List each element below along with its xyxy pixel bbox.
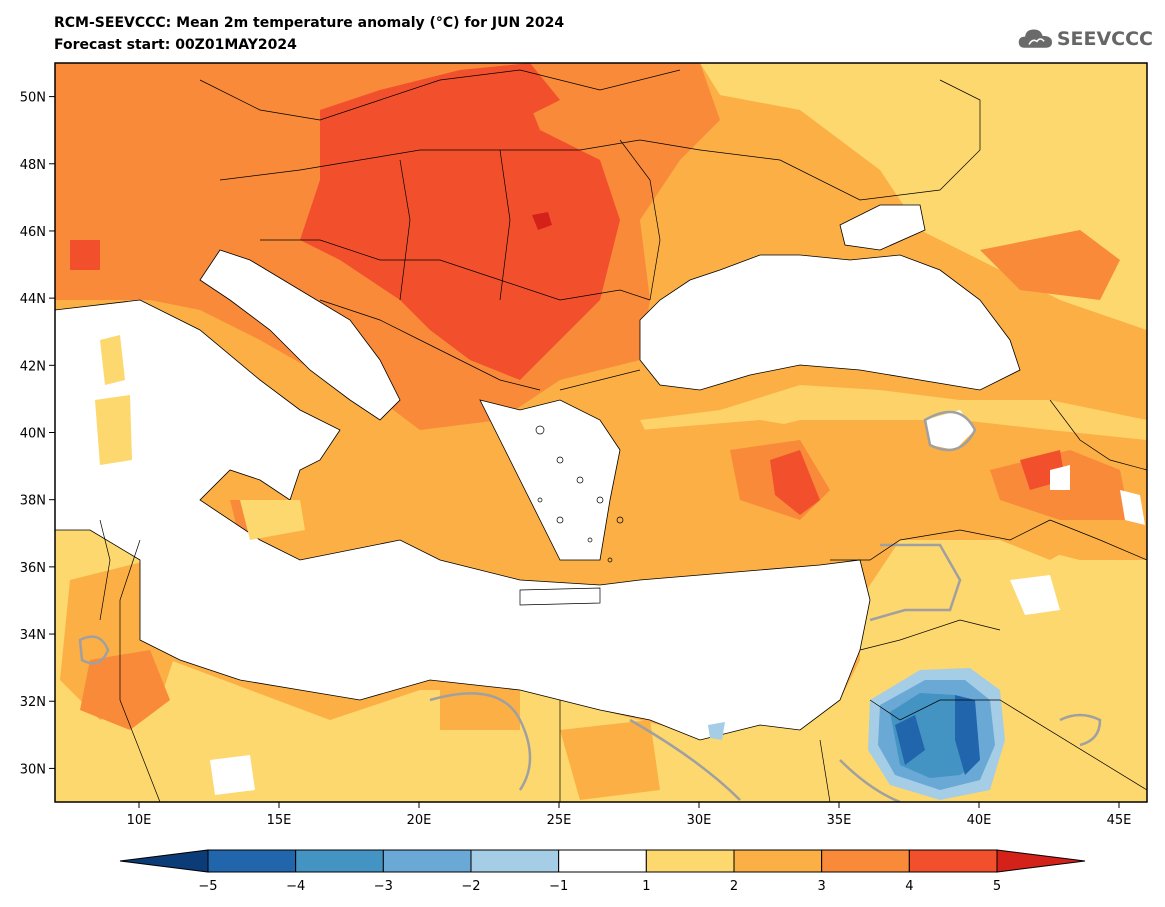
- lat-tick-label: 42N: [20, 359, 46, 374]
- colorbar-box: [470, 849, 560, 873]
- colorbar-box: [295, 849, 384, 873]
- colorbar-label: −2: [461, 879, 480, 894]
- lat-tick-label: 38N: [20, 494, 46, 509]
- lat-tick-label: 44N: [20, 292, 46, 307]
- sea-mask: [55, 204, 1021, 741]
- islands: [95, 335, 305, 540]
- anomaly-level-4-5: [70, 63, 1065, 515]
- colorbar-label: 4: [905, 879, 913, 894]
- lat-tick-label: 46N: [20, 225, 46, 240]
- lon-tick-label: 15E: [267, 813, 292, 828]
- colorbar-box: [382, 849, 472, 873]
- map-title: RCM-SEEVCCC: Mean 2m temperature anomaly…: [54, 15, 565, 31]
- colorbar-label: 2: [730, 879, 738, 894]
- lat-tick-label: 48N: [20, 158, 46, 173]
- lon-tick-label: 25E: [547, 813, 572, 828]
- cloud-icon: [1018, 29, 1053, 48]
- anomaly-level-above-5: [532, 212, 552, 230]
- logo-text: SEEVCCC: [1056, 28, 1153, 50]
- lat-tick-label: 50N: [20, 91, 46, 106]
- lon-tick-label: 45E: [1107, 813, 1132, 828]
- colorbar-arrow-low: [119, 849, 209, 873]
- lat-tick-label: 36N: [20, 561, 46, 576]
- colorbar-arrow-high: [996, 849, 1086, 873]
- colorbar: −5 −4 −3 −2 −1 1 2 3 4 5: [119, 849, 1086, 894]
- colorbar-label: 3: [818, 879, 826, 894]
- lon-tick-label: 20E: [407, 813, 432, 828]
- colorbar-label: −3: [374, 879, 393, 894]
- colorbar-box: [733, 849, 823, 873]
- longitude-axis: 10E 15E 20E 25E 30E 35E 40E 45E: [127, 802, 1132, 828]
- country-borders: [99, 69, 1147, 802]
- seevccc-logo: SEEVCCC: [1018, 22, 1153, 56]
- colorbar-label: 5: [993, 879, 1001, 894]
- latitude-axis: 30N 32N 34N 36N 38N 40N 42N 44N 46N 48N 50N: [20, 91, 55, 777]
- lat-tick-label: 40N: [20, 427, 46, 442]
- colorbar-label: −4: [286, 879, 305, 894]
- colorbar-label: −1: [549, 879, 568, 894]
- lat-tick-label: 32N: [20, 695, 46, 710]
- colorbar-label: 1: [642, 879, 650, 894]
- colorbar-box: [558, 849, 647, 873]
- lon-tick-label: 30E: [687, 813, 712, 828]
- zero-contours: [78, 410, 1102, 802]
- lat-tick-label: 30N: [20, 762, 46, 777]
- aegean-islands: [519, 425, 624, 606]
- near-zero-patches: [210, 410, 1145, 795]
- lon-tick-label: 40E: [967, 813, 992, 828]
- lon-tick-label: 10E: [127, 813, 152, 828]
- colorbar-box: [908, 849, 998, 873]
- colorbar-box: [207, 849, 297, 873]
- colorbar-box: [645, 849, 735, 873]
- colorbar-label: −5: [198, 879, 217, 894]
- map-subtitle: Forecast start: 00Z01MAY2024: [54, 37, 297, 53]
- lat-tick-label: 34N: [20, 628, 46, 643]
- colorbar-box: [821, 849, 910, 873]
- lon-tick-label: 35E: [827, 813, 852, 828]
- cold-anomaly: [708, 668, 1005, 800]
